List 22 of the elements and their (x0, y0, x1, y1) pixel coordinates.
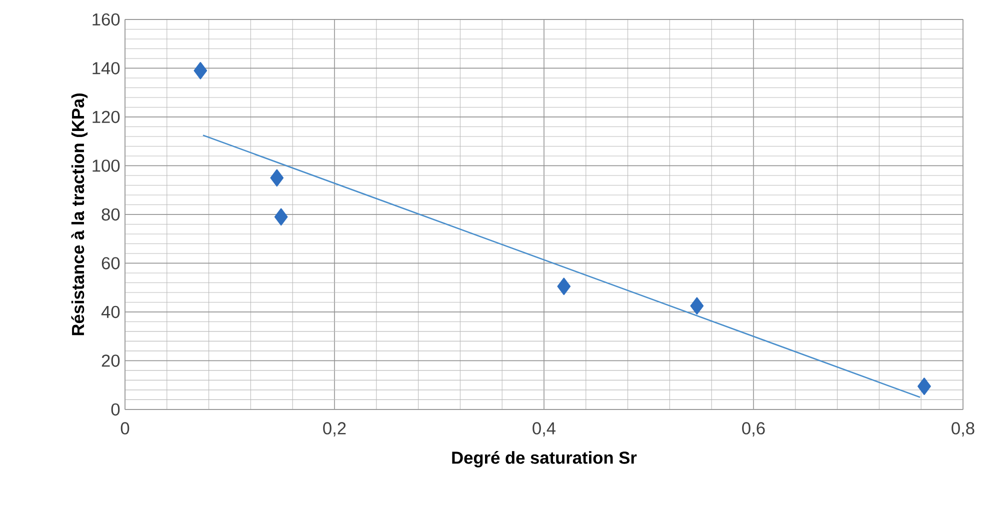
y-tick-label: 60 (102, 257, 120, 270)
point (274, 208, 288, 226)
y-tick-label: 100 (92, 160, 120, 172)
point (194, 62, 208, 80)
x-axis-title: Degré de saturation Sr (452, 450, 637, 468)
point (690, 297, 704, 315)
y-tick-label: 140 (92, 62, 120, 74)
point (918, 378, 931, 395)
point (270, 169, 284, 187)
x-tick-label: 0,2 (323, 422, 346, 436)
x-tick-label: 0,8 (952, 422, 974, 436)
y-tick-label: 20 (102, 354, 120, 367)
y-tick-label: 0 (111, 403, 120, 416)
y-tick-label: 40 (101, 306, 120, 318)
x-tick-label: 0 (120, 422, 130, 434)
y-axis-title: Résistance à la traction (KPa) (71, 93, 88, 336)
y-tick-label: 160 (92, 13, 120, 26)
point (557, 278, 571, 296)
y-tick-label: 80 (102, 208, 120, 221)
y-tick-label: 120 (92, 110, 120, 124)
x-tick-label: 0,6 (742, 422, 765, 436)
x-tick-label: 0,4 (532, 422, 556, 436)
